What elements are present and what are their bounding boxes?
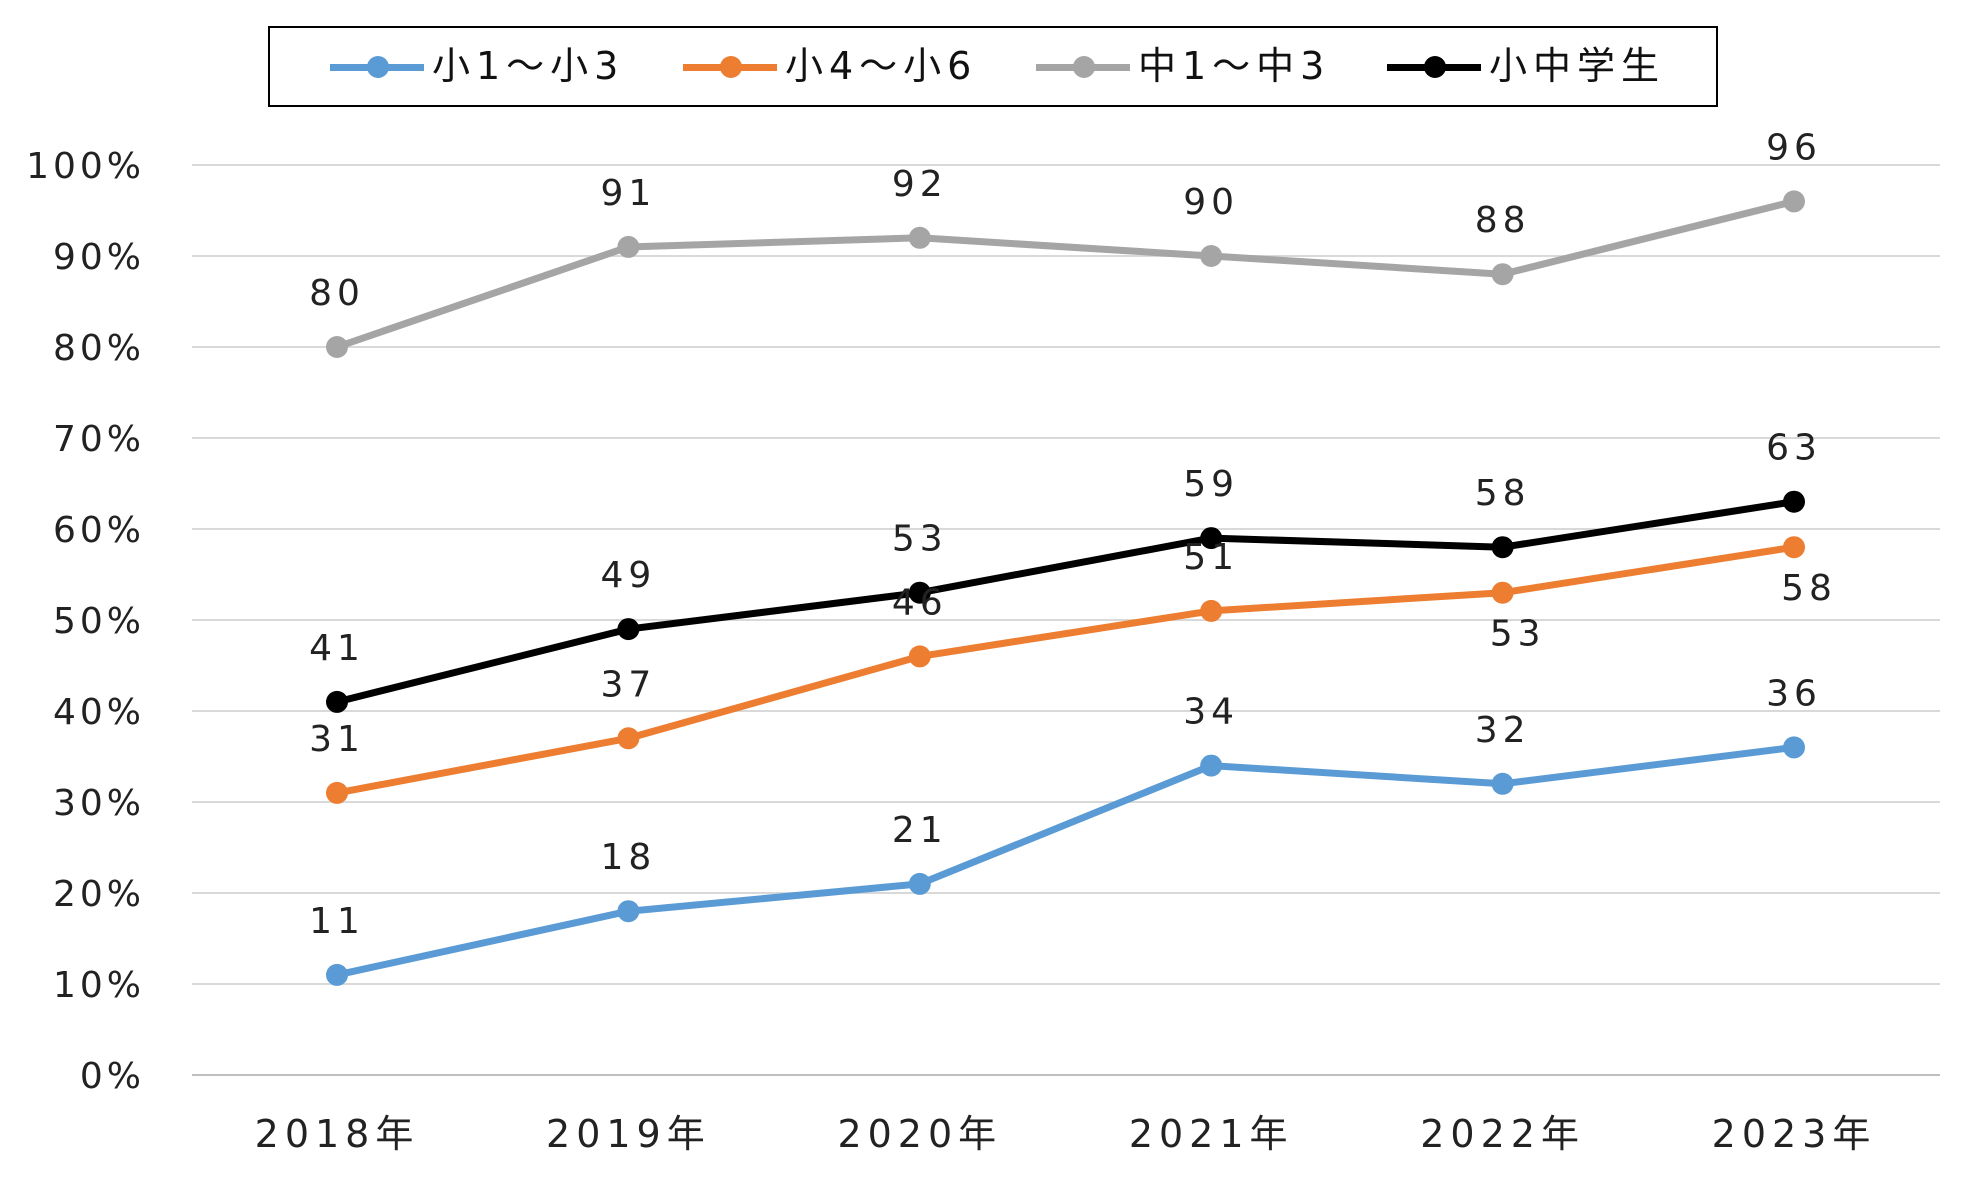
data-point [908, 226, 931, 249]
data-label: 53 [1490, 614, 1546, 655]
data-point [1491, 536, 1514, 559]
series-line [333, 498, 1798, 706]
data-point [1200, 599, 1223, 622]
data-label: 18 [600, 837, 656, 878]
series-line [333, 543, 1798, 797]
data-point [617, 618, 640, 641]
data-point [326, 781, 348, 804]
data-point [1783, 490, 1805, 513]
data-label: 21 [892, 810, 948, 851]
data-label: 58 [1781, 568, 1837, 609]
y-tick-label: 60% [53, 510, 145, 551]
data-label: 51 [1183, 537, 1239, 578]
data-point [908, 581, 931, 604]
data-label: 58 [1475, 473, 1531, 514]
data-label: 80 [309, 273, 365, 314]
legend-label-all-students: 小中学生 [1489, 44, 1666, 88]
legend-marker-grade1-3 [367, 56, 389, 78]
x-tick-label: 2021年 [1129, 1112, 1294, 1156]
y-tick-label: 0% [80, 1056, 145, 1097]
data-label: 63 [1766, 428, 1822, 469]
data-point [1783, 736, 1805, 759]
data-label: 41 [309, 628, 365, 669]
data-label: 90 [1183, 182, 1239, 223]
series-line [333, 743, 1798, 979]
data-label: 53 [892, 519, 948, 560]
data-point [326, 963, 348, 986]
data-point [908, 872, 931, 895]
data-point [617, 900, 640, 923]
data-point [326, 690, 348, 713]
data-point [326, 336, 348, 358]
data-label: 92 [892, 164, 948, 205]
data-label: 11 [309, 901, 365, 942]
data-label: 49 [600, 555, 656, 596]
x-tick-label: 2018年 [255, 1112, 420, 1156]
data-label: 88 [1475, 200, 1531, 241]
data-label: 96 [1766, 127, 1822, 168]
data-point [1491, 772, 1514, 795]
legend-label-junior-high: 中1～中3 [1138, 44, 1331, 88]
data-label: 91 [600, 173, 656, 214]
y-tick-label: 10% [53, 965, 145, 1006]
y-tick-label: 80% [53, 328, 145, 369]
y-tick-label: 20% [53, 874, 145, 915]
data-label: 37 [600, 664, 656, 705]
legend-marker-all-students [1424, 56, 1446, 78]
data-point [1200, 527, 1223, 550]
legend-label-grade1-3: 小1～小3 [432, 44, 625, 88]
data-point [1200, 245, 1223, 267]
y-tick-label: 70% [53, 419, 145, 460]
y-tick-label: 50% [53, 601, 145, 642]
y-tick-label: 100% [26, 146, 145, 187]
data-point [1491, 263, 1514, 286]
legend-label-grade4-6: 小4～小6 [785, 44, 978, 88]
x-tick-label: 2020年 [837, 1112, 1002, 1156]
x-tick-label: 2019年 [546, 1112, 711, 1156]
data-label: 59 [1183, 464, 1239, 505]
data-label: 36 [1766, 673, 1822, 714]
data-point [1783, 190, 1805, 213]
data-label: 46 [892, 582, 948, 623]
y-tick-label: 90% [53, 237, 145, 278]
legend: 小1～小3 小4～小6 中1～中3 小中学生 [268, 26, 1718, 107]
data-label: 31 [309, 719, 365, 760]
x-tick-label: 2023年 [1712, 1112, 1877, 1156]
x-tick-label: 2022年 [1420, 1112, 1585, 1156]
series-line [333, 197, 1798, 351]
data-label: 32 [1475, 710, 1531, 751]
data-label: 34 [1183, 692, 1239, 733]
data-point [617, 727, 640, 750]
data-point [1491, 581, 1514, 604]
data-point [908, 645, 931, 668]
y-tick-label: 40% [53, 692, 145, 733]
data-point [617, 235, 640, 258]
data-point [1783, 536, 1805, 559]
legend-marker-junior-high [1073, 56, 1095, 78]
data-point [1200, 754, 1223, 777]
legend-marker-grade4-6 [720, 56, 742, 78]
y-tick-label: 30% [53, 783, 145, 824]
